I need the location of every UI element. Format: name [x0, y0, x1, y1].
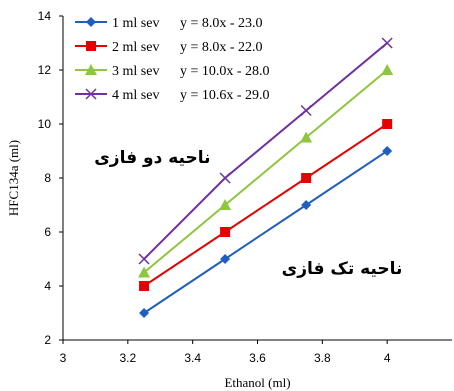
legend-marker	[85, 64, 97, 75]
x-tick-label: 3.4	[184, 351, 201, 365]
series-3	[138, 64, 394, 278]
legend-marker	[85, 88, 97, 100]
data-point	[219, 172, 231, 184]
x-tick-label: 3.2	[119, 351, 136, 365]
data-point	[139, 308, 150, 318]
y-axis-title: HFC134a (ml)	[6, 140, 21, 216]
data-point	[381, 64, 394, 75]
legend-item: 4 ml sev y = 10.6x - 29.0	[75, 88, 270, 103]
data-point	[382, 146, 393, 156]
legend: 1 ml sev y = 8.0x - 23.0 2 ml sev y = 8.0x …	[75, 16, 270, 103]
data-point	[220, 227, 231, 237]
data-point	[381, 37, 393, 49]
data-point	[138, 253, 150, 265]
data-point	[301, 173, 312, 183]
data-point	[382, 119, 393, 129]
legend-item: 3 ml sev y = 10.0x - 28.0	[75, 64, 270, 79]
data-point	[219, 199, 232, 210]
legend-label: 2 ml sev	[112, 40, 159, 55]
x-axis-title: Ethanol (ml)	[224, 375, 290, 390]
series-line	[143, 42, 388, 260]
annotation-single-phase-region: ناحیه تک فازی	[282, 259, 403, 279]
series-1	[139, 146, 393, 318]
legend-label: 3 ml sev	[112, 64, 159, 79]
data-point	[300, 131, 313, 143]
legend-equation: y = 8.0x - 23.0	[180, 16, 263, 31]
y-tick-label: 14	[38, 9, 52, 23]
y-tick-label: 8	[44, 171, 51, 185]
annotation-two-phase-region: ناحیه دو فازی	[94, 148, 210, 168]
legend-equation: y = 10.0x - 28.0	[180, 64, 270, 79]
y-tick-label: 6	[44, 225, 51, 239]
data-point	[220, 254, 231, 264]
axes	[59, 15, 452, 344]
data-point	[301, 200, 312, 210]
x-tick-label: 3.8	[314, 351, 331, 365]
legend-marker	[86, 17, 96, 27]
legend-item: 1 ml sev y = 8.0x - 23.0	[75, 16, 263, 31]
legend-equation: y = 10.6x - 29.0	[180, 88, 270, 103]
x-tick-label: 3	[60, 351, 67, 365]
data-point	[138, 266, 151, 278]
x-tick-label: 4	[384, 351, 391, 365]
series-layer	[138, 37, 394, 318]
y-tick-label: 4	[44, 279, 51, 293]
data-point	[139, 281, 150, 291]
series-line	[143, 123, 388, 287]
x-tick-label: 3.6	[249, 351, 266, 365]
y-tick-label: 2	[44, 333, 51, 347]
series-4	[138, 37, 393, 265]
legend-equation: y = 8.0x - 22.0	[180, 40, 263, 55]
data-point	[300, 104, 312, 117]
series-2	[139, 119, 393, 291]
legend-label: 4 ml sev	[112, 88, 159, 103]
legend-item: 2 ml sev y = 8.0x - 22.0	[75, 40, 263, 55]
series-line	[143, 69, 388, 274]
series-line	[143, 150, 388, 314]
x-tick-labels: 3 3.2 3.4 3.6 3.8 4	[60, 351, 391, 365]
legend-label: 1 ml sev	[112, 16, 159, 31]
y-tick-label: 10	[38, 117, 52, 131]
y-tick-label: 12	[38, 63, 52, 77]
y-tick-labels: 2 4 6 8 10 12 14	[38, 9, 52, 347]
legend-marker	[86, 41, 96, 51]
